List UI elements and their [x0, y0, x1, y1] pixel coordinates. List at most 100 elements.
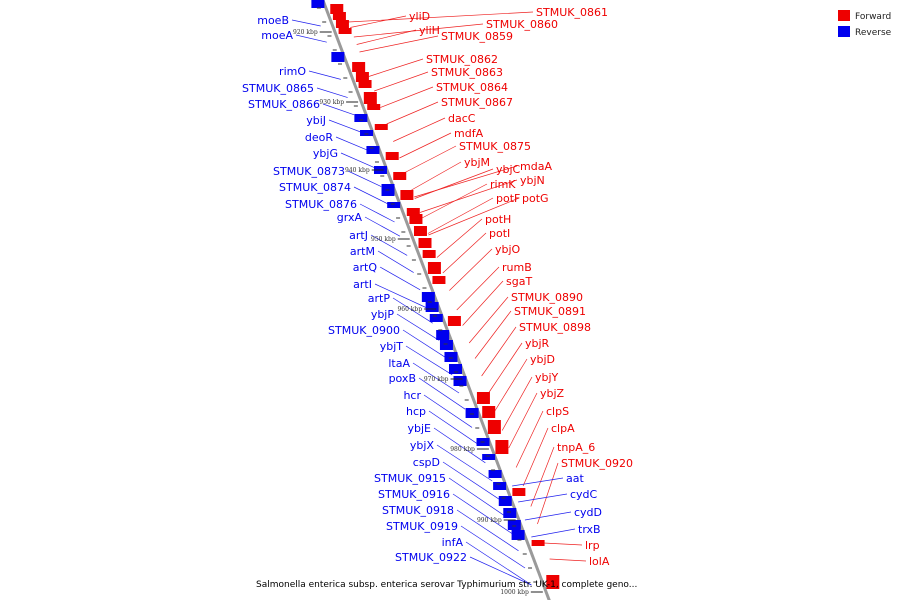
forward-label-leader [399, 132, 452, 159]
forward-gene-arrow [367, 104, 381, 110]
forward-gene-label: lolA [589, 555, 610, 568]
reverse-label-leader [291, 19, 321, 27]
reverse-gene-arrow [331, 52, 345, 62]
reverse-label-leader [405, 345, 453, 376]
forward-gene-arrow [393, 172, 407, 180]
forward-gene-label: potI [489, 227, 510, 240]
reverse-gene-label: aat [566, 472, 584, 485]
reverse-label-leader [392, 297, 433, 324]
reverse-label-leader [322, 103, 355, 116]
reverse-gene-arrow [493, 482, 507, 490]
reverse-gene-arrow [311, 0, 325, 8]
reverse-gene-label: moeA [261, 29, 293, 42]
forward-label-leader [487, 342, 523, 394]
forward-gene-arrow [482, 406, 496, 418]
forward-gene-arrow [358, 80, 372, 88]
forward-gene-label: mdaA [520, 160, 552, 173]
reverse-gene-label: STMUK_0915 [374, 472, 446, 485]
forward-gene-label: ybjR [525, 337, 550, 350]
reverse-gene-label: STMUK_0922 [395, 551, 467, 564]
reverse-label-leader [428, 410, 479, 445]
forward-gene-label: STMUK_0864 [436, 81, 508, 94]
reverse-label-leader [379, 266, 421, 291]
reverse-label-leader [353, 186, 388, 205]
label-leader-lines [291, 11, 587, 586]
forward-label-leader [353, 23, 484, 38]
gene-labels: moeB moeA rimO STMUK_0865 STMUK_0866 ybiJ deoR… [242, 6, 633, 568]
forward-label-leader [348, 11, 534, 23]
reverse-gene-label: artQ [353, 261, 378, 274]
reverse-gene-label: artP [368, 292, 391, 305]
forward-gene-label: rumB [502, 261, 532, 274]
reverse-gene-arrow [453, 376, 467, 386]
forward-label-leader [456, 266, 500, 311]
forward-gene-arrow [352, 62, 366, 72]
reverse-gene-label: STMUK_0866 [248, 98, 320, 111]
forward-label-leader [386, 101, 439, 125]
reverse-label-leader [531, 528, 576, 538]
legend-forward-label: Forward [855, 12, 891, 22]
forward-gene-arrow [432, 276, 446, 284]
forward-gene-label: STMUK_0862 [426, 53, 498, 66]
reverse-gene-label: cspD [413, 456, 440, 469]
forward-gene-label: dacC [448, 112, 476, 125]
reverse-gene-arrow [482, 454, 496, 460]
reverse-gene-label: moeB [257, 14, 289, 27]
reverse-gene-label: ybjP [371, 308, 395, 321]
forward-gene-arrow [332, 12, 346, 20]
forward-label-leader [427, 197, 494, 234]
reverse-label-leader [335, 136, 368, 151]
legend-reverse-swatch [838, 26, 850, 37]
reverse-label-leader [340, 152, 375, 168]
reverse-label-leader [374, 283, 428, 309]
reverse-label-leader [433, 427, 486, 464]
reverse-gene-label: STMUK_0865 [242, 82, 314, 95]
forward-label-leader [468, 296, 509, 344]
forward-gene-arrow [338, 28, 352, 34]
reverse-gene-arrow [507, 520, 521, 530]
reverse-label-leader [423, 394, 473, 428]
reverse-gene-arrow [444, 352, 458, 362]
reverse-gene-label: hcp [406, 405, 426, 418]
reverse-label-leader [442, 461, 500, 500]
reverse-gene-label: STMUK_0876 [285, 198, 357, 211]
legend-reverse-label: Reverse [855, 28, 892, 38]
forward-gene-arrow [487, 420, 501, 434]
forward-label-leader [442, 232, 487, 274]
forward-label-leader [530, 446, 555, 507]
forward-label-leader [356, 29, 417, 45]
forward-gene-label: potH [485, 213, 511, 226]
reverse-label-leader [316, 87, 348, 98]
reverse-gene-arrow [503, 508, 517, 518]
reverse-label-leader [512, 477, 564, 487]
forward-gene-label: ybjO [495, 243, 521, 256]
reverse-label-leader [364, 216, 401, 237]
reverse-gene-arrow [488, 470, 502, 478]
forward-gene-arrow [495, 440, 509, 454]
forward-gene-arrow [476, 392, 490, 404]
forward-gene-arrow [374, 124, 388, 130]
forward-gene-label: ybjC [496, 163, 521, 176]
reverse-gene-arrow [465, 408, 479, 418]
reverse-label-leader [328, 119, 361, 133]
reverse-label-leader [518, 493, 568, 503]
forward-gene-label: yliD [409, 10, 430, 23]
legend: Forward Reverse [838, 10, 892, 38]
reverse-gene-label: ybjG [313, 147, 338, 160]
forward-label-leader [421, 183, 488, 219]
forward-gene-label: STMUK_0891 [514, 305, 586, 318]
forward-label-leader [494, 358, 528, 412]
forward-label-leader [537, 462, 559, 525]
reverse-gene-label: STMUK_0918 [382, 504, 454, 517]
reverse-label-leader [295, 34, 327, 43]
forward-gene-label: STMUK_0898 [519, 321, 591, 334]
forward-gene-label: rimK [490, 178, 516, 191]
reverse-label-leader [418, 377, 466, 410]
reverse-gene-arrow [511, 530, 525, 540]
genome-caption: Salmonella enterica subsp. enterica sero… [256, 580, 637, 590]
reverse-gene-label: artJ [349, 229, 368, 242]
forward-gene-label: ybjM [464, 156, 490, 169]
reverse-gene-label: cydD [574, 506, 602, 519]
reverse-label-leader [524, 511, 572, 521]
forward-gene-arrow [385, 152, 399, 160]
